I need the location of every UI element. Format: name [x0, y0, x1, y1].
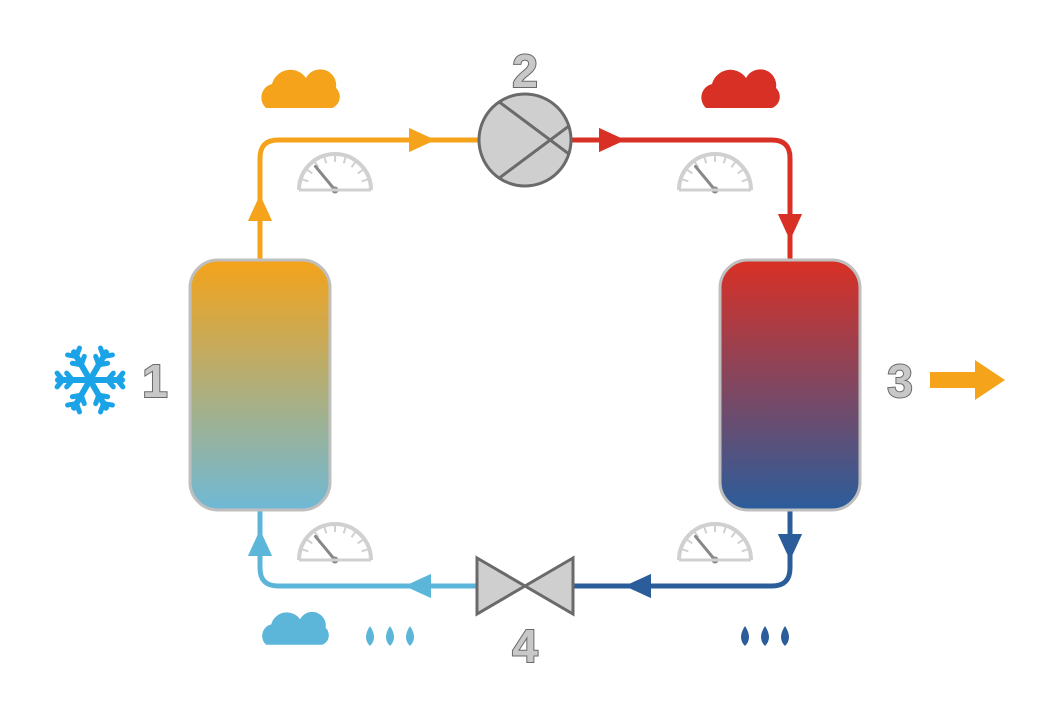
label-3: 3: [887, 355, 913, 407]
heat-pump-cycle-diagram: 1 2 3 4: [0, 0, 1050, 720]
compressor: [479, 94, 571, 186]
evaporator: [190, 260, 330, 510]
heat-out-arrow-icon: [930, 360, 1005, 400]
snowflake-icon: [57, 348, 123, 412]
label-2: 2: [512, 45, 538, 97]
pressure-gauges: [299, 154, 751, 564]
label-4: 4: [512, 620, 538, 672]
pipe-compressor-to-condenser: [571, 140, 790, 260]
pipe-evap-to-compressor: [260, 140, 479, 260]
condenser: [720, 260, 860, 510]
expansion-valve: [477, 558, 573, 614]
label-1: 1: [142, 355, 168, 407]
